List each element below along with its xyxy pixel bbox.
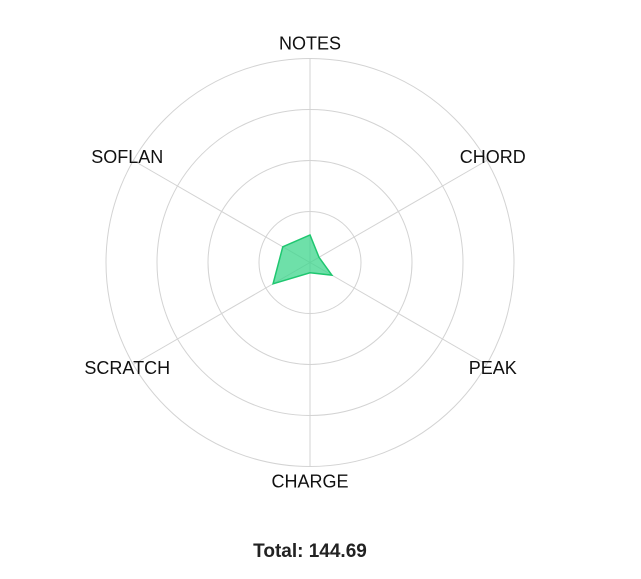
axis-line	[309, 262, 487, 365]
axis-line	[309, 160, 487, 263]
axis-label-scratch: SCRATCH	[84, 358, 170, 378]
data-polygon	[272, 233, 334, 285]
axis-line	[133, 160, 311, 263]
axis-label-notes: NOTES	[279, 34, 341, 54]
axis-label-charge: CHARGE	[271, 472, 348, 492]
total-label: Total: 144.69	[253, 541, 367, 562]
axis-label-soflan: SOFLAN	[91, 147, 163, 167]
axis-label-chord: CHORD	[460, 147, 526, 167]
axis-label-peak: PEAK	[469, 358, 517, 378]
